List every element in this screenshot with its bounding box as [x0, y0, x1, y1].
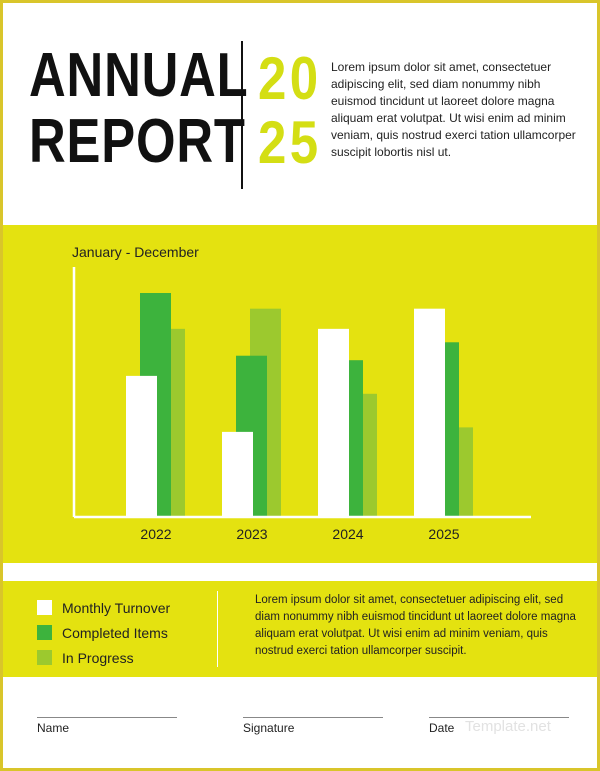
legend-label: In Progress	[62, 649, 134, 666]
name-line	[37, 717, 177, 718]
bar-2024-monthly-turnover	[318, 328, 349, 517]
x-tick-label: 2022	[140, 526, 171, 542]
name-label: Name	[37, 721, 70, 735]
legend-divider	[217, 591, 218, 667]
signature-label: Signature	[243, 721, 295, 735]
bar-2025-monthly-turnover	[414, 308, 445, 517]
year-line-1: 20	[258, 45, 322, 112]
bar-chart: 2022 2023 2024 2025	[72, 267, 531, 542]
legend-swatch-lightgreen	[37, 650, 52, 665]
watermark: Template.net	[465, 718, 551, 735]
x-tick-label: 2024	[332, 526, 363, 542]
title-divider	[241, 41, 243, 189]
chart-band	[3, 225, 597, 563]
x-tick-label: 2025	[428, 526, 459, 542]
title-line-1: ANNUAL	[29, 41, 249, 110]
year-line-2: 25	[258, 109, 322, 176]
legend-item-monthly-turnover: Monthly Turnover	[37, 595, 170, 620]
chart-legend: Monthly Turnover Completed Items In Prog…	[37, 595, 170, 670]
legend-item-in-progress: In Progress	[37, 645, 170, 670]
report-year: 20 25	[258, 47, 322, 175]
report-title: ANNUAL REPORT	[29, 43, 249, 175]
chart-title: January - December	[72, 244, 199, 260]
date-line	[429, 717, 569, 718]
bar-2023-monthly-turnover	[222, 431, 253, 517]
legend-band	[3, 581, 597, 677]
x-tick-label: 2023	[236, 526, 267, 542]
legend-label: Monthly Turnover	[62, 599, 171, 616]
signature-line	[243, 717, 383, 718]
legend-swatch-green	[37, 625, 52, 640]
bar-2022-monthly-turnover	[126, 375, 157, 517]
date-label: Date	[429, 721, 455, 735]
legend-swatch-white	[37, 600, 52, 615]
title-line-2: REPORT	[29, 107, 246, 176]
legend-label: Completed Items	[62, 624, 168, 641]
legend-item-completed-items: Completed Items	[37, 620, 170, 645]
footnote-paragraph: Lorem ipsum dolor sit amet, consectetuer…	[255, 594, 576, 657]
intro-paragraph: Lorem ipsum dolor sit amet, consectetuer…	[331, 60, 576, 159]
